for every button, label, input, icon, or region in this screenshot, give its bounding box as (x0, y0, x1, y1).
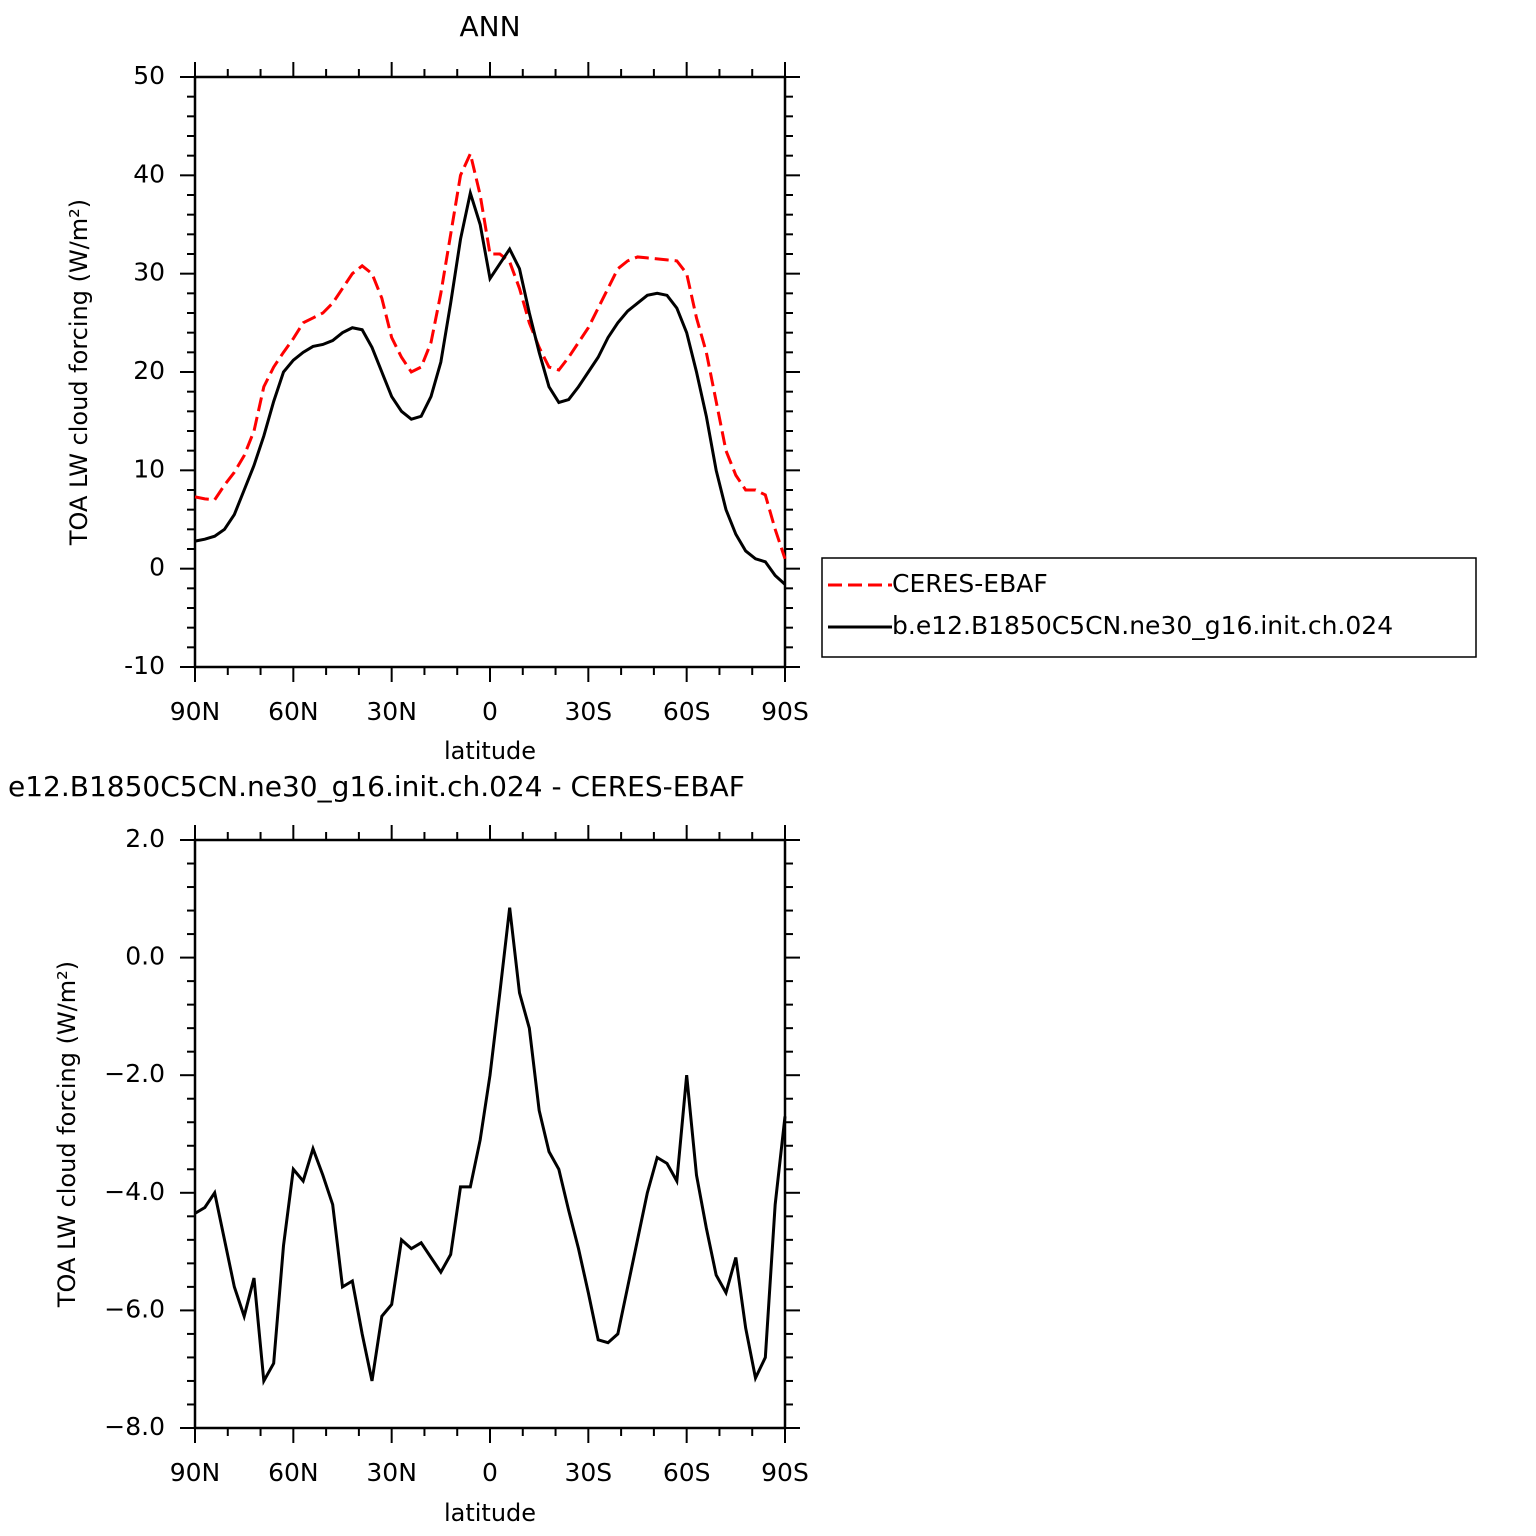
data-line (194, 187, 787, 586)
x-tick-label: 60N (268, 697, 319, 726)
y-tick-label: 50 (133, 61, 165, 90)
x-tick-label: 60S (663, 1458, 711, 1487)
y-tick-label: 40 (133, 159, 165, 188)
x-tick-label: 30S (564, 697, 612, 726)
x-tick-label: 60N (268, 1458, 319, 1487)
chart-title: e12.B1850C5CN.ne30_g16.init.ch.024 - CER… (8, 770, 745, 803)
y-tick-label: 0.0 (125, 942, 165, 971)
legend-label: CERES-EBAF (892, 569, 1048, 598)
x-tick-label: 30S (564, 1458, 612, 1487)
x-axis-label: latitude (444, 1499, 536, 1527)
y-axis-label: TOA LW cloud forcing (W/m²) (53, 961, 81, 1308)
y-tick-label: 2.0 (125, 824, 165, 853)
y-tick-label: 0 (149, 553, 165, 582)
plot-frame (193, 75, 787, 669)
x-tick-label: 90S (761, 1458, 809, 1487)
x-tick-label: 60S (663, 697, 711, 726)
data-line (194, 907, 787, 1386)
y-tick-label: 30 (133, 258, 165, 287)
y-tick-label: −2.0 (104, 1059, 165, 1088)
x-tick-label: 90N (170, 697, 221, 726)
x-tick-label: 90N (170, 1458, 221, 1487)
y-tick-label: −6.0 (104, 1294, 165, 1323)
y-axis-label: TOA LW cloud forcing (W/m²) (65, 199, 93, 546)
legend-box (821, 557, 1477, 658)
y-tick-label: -10 (124, 651, 165, 680)
legend-label: b.e12.B1850C5CN.ne30_g16.init.ch.024 (892, 611, 1393, 640)
data-line (194, 149, 787, 560)
chart-title: ANN (459, 10, 520, 43)
x-axis-label: latitude (444, 737, 536, 765)
y-tick-label: −4.0 (104, 1177, 165, 1206)
x-tick-label: 0 (482, 697, 498, 726)
x-tick-label: 30N (366, 697, 417, 726)
x-tick-label: 0 (482, 1458, 498, 1487)
x-tick-label: 30N (366, 1458, 417, 1487)
y-tick-label: 10 (133, 454, 165, 483)
y-tick-label: −8.0 (104, 1412, 165, 1441)
plot-frame (193, 838, 787, 1430)
y-tick-label: 20 (133, 356, 165, 385)
x-tick-label: 90S (761, 697, 809, 726)
